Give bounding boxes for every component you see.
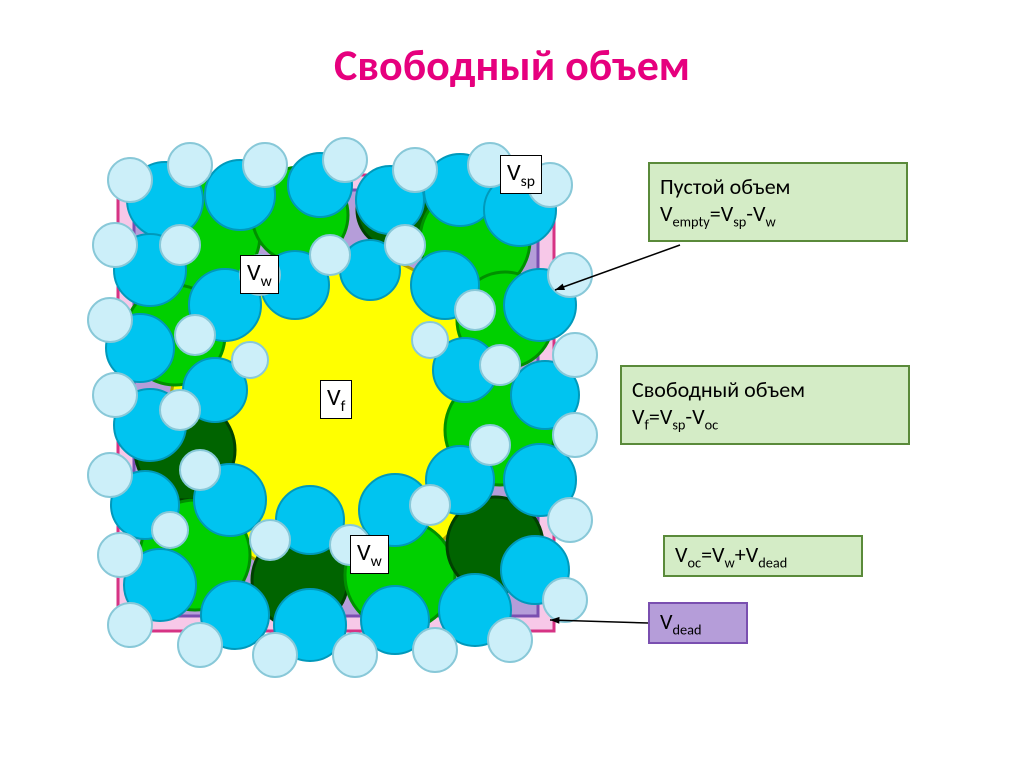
label-vw-2: Vw: [350, 535, 389, 574]
label-vf: Vf: [320, 380, 352, 419]
label-vw-1: Vw: [240, 255, 279, 294]
label-vsp: Vsp: [500, 155, 542, 194]
callout-voc: Voc=Vw+Vdead: [663, 535, 863, 577]
callout-free-volume: Свободный объемVf=Vsp-Voc: [620, 365, 910, 445]
callout-empty-volume: Пустой объемVempty=Vsp-Vw: [648, 162, 908, 242]
callout-vdead: Vdead: [648, 602, 748, 644]
